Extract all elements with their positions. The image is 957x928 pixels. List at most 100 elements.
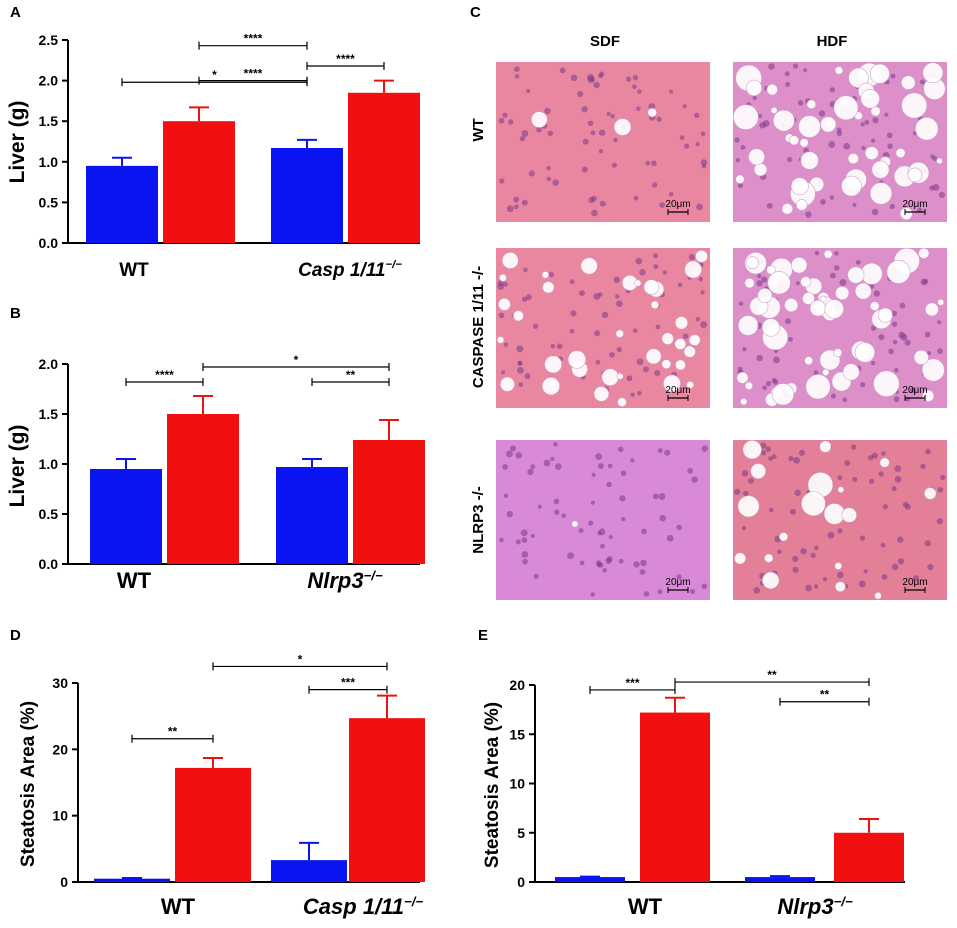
nucleus: [530, 533, 535, 538]
fat-vacuole: [820, 116, 837, 133]
y-tick-label: 15: [509, 726, 525, 742]
fat-vacuole: [847, 266, 865, 284]
fat-vacuole: [766, 265, 776, 275]
fat-vacuole: [683, 345, 696, 358]
fat-vacuole: [805, 374, 831, 400]
nucleus: [899, 302, 906, 309]
y-axis-label: Steatosis Area (%): [18, 701, 39, 867]
nucleus: [897, 536, 904, 544]
bar-sdf: [276, 467, 348, 564]
nucleus: [593, 81, 600, 89]
y-tick-label: 5: [517, 825, 525, 841]
nucleus: [912, 575, 920, 582]
nucleus: [684, 143, 690, 149]
nucleus: [830, 393, 836, 399]
nucleus: [519, 136, 526, 142]
nucleus: [793, 457, 800, 464]
nucleus: [597, 463, 604, 469]
nucleus: [588, 197, 595, 204]
nucleus: [497, 283, 505, 290]
nucleus: [548, 271, 555, 278]
nucleus: [590, 130, 596, 136]
nucleus: [654, 369, 661, 377]
significance-label: ****: [155, 368, 174, 382]
nucleus: [882, 504, 888, 510]
micrograph-background: [496, 62, 710, 222]
nucleus: [651, 182, 658, 188]
fat-vacuole: [819, 440, 832, 453]
nucleus: [837, 528, 843, 534]
fat-vacuole: [748, 148, 766, 166]
fat-vacuole: [809, 300, 827, 317]
nucleus: [662, 270, 667, 275]
nucleus: [598, 129, 606, 136]
nucleus: [696, 203, 703, 211]
nucleus: [828, 141, 836, 148]
nucleus: [700, 321, 708, 329]
fat-vacuole: [593, 386, 610, 402]
significance-label: **: [767, 668, 777, 682]
nucleus: [792, 555, 799, 563]
fat-vacuole: [918, 247, 930, 259]
fat-vacuole: [869, 182, 893, 205]
nucleus: [843, 142, 851, 150]
nucleus: [637, 89, 642, 94]
nucleus: [581, 106, 588, 113]
nucleus: [532, 323, 539, 329]
bar-sdf: [271, 147, 343, 243]
nucleus: [569, 328, 575, 334]
nucleus: [527, 468, 534, 476]
nucleus: [687, 467, 694, 474]
nucleus: [676, 524, 682, 531]
significance-label: **: [346, 368, 356, 382]
nucleus: [599, 200, 606, 207]
fat-vacuole: [834, 562, 843, 570]
nucleus: [868, 478, 875, 485]
fat-vacuole: [675, 359, 686, 371]
nucleus: [927, 564, 934, 571]
nucleus: [700, 159, 708, 166]
nucleus: [837, 475, 843, 481]
nucleus: [738, 301, 744, 306]
fat-vacuole: [913, 349, 929, 365]
nucleus: [616, 346, 622, 353]
nucleus: [514, 74, 520, 79]
fat-vacuole: [663, 374, 681, 393]
nucleus: [789, 508, 796, 515]
nucleus: [747, 477, 754, 484]
nucleus: [506, 510, 513, 518]
nucleus: [550, 456, 555, 462]
fat-vacuole: [736, 371, 749, 384]
fat-vacuole: [901, 92, 928, 119]
nucleus: [503, 342, 508, 347]
nucleus: [513, 196, 520, 203]
bar-hdf: [349, 718, 425, 882]
nucleus: [902, 501, 909, 508]
nucleus: [904, 339, 911, 346]
nucleus: [870, 360, 876, 366]
fat-vacuole: [643, 279, 660, 295]
fat-vacuole: [869, 301, 880, 311]
nucleus: [923, 279, 929, 284]
nucleus: [785, 82, 791, 88]
fat-vacuole: [778, 532, 789, 542]
fat-vacuole: [874, 592, 882, 600]
bar-sdf: [90, 469, 162, 564]
nucleus: [805, 584, 812, 592]
nucleus: [642, 366, 650, 373]
fat-vacuole: [869, 63, 890, 84]
nucleus: [679, 135, 685, 140]
nucleus: [668, 191, 674, 197]
bar-sdf: [745, 877, 815, 882]
y-tick-label: 0: [517, 874, 525, 890]
fat-vacuole: [873, 370, 900, 397]
nucleus: [526, 89, 531, 94]
column-title-hdf: HDF: [817, 33, 848, 50]
bar-sdf: [555, 877, 625, 882]
nucleus: [632, 328, 638, 333]
nucleus: [859, 535, 866, 541]
nucleus: [777, 549, 782, 555]
nucleus: [701, 445, 708, 452]
scale-bar-label: 20μm: [665, 199, 690, 210]
nucleus: [618, 558, 624, 564]
